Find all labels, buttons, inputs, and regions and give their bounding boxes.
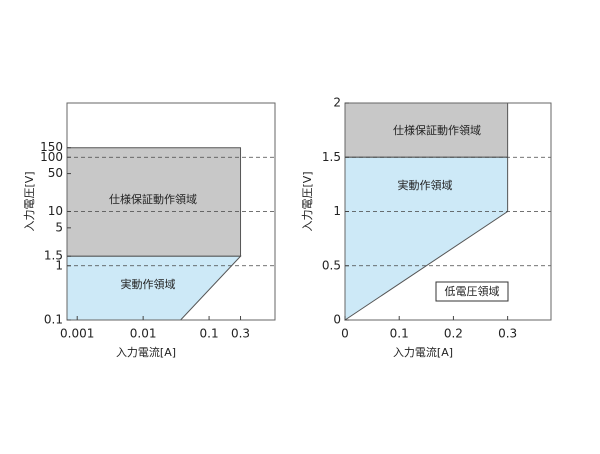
y-tick-label: 10 (48, 204, 63, 218)
x-tick-label: 0.001 (60, 327, 94, 341)
y-tick-label: 1.5 (322, 150, 341, 164)
region-label: 実動作領域 (121, 277, 176, 291)
x-tick-label: 0.2 (444, 327, 463, 341)
region-label: 実動作領域 (398, 178, 453, 192)
x-tick-label: 0.1 (200, 327, 219, 341)
region-label: 仕様保証動作領域 (109, 192, 197, 206)
y-tick-label: 1 (55, 258, 63, 272)
y-tick-label: 0.5 (322, 258, 341, 272)
annotation-box (435, 281, 509, 302)
x-tick-label: 0.1 (390, 327, 409, 341)
y-tick-label: 1.5 (44, 249, 63, 263)
x-tick-label: 0 (341, 327, 349, 341)
y-tick-label: 50 (48, 166, 63, 180)
y-tick-label: 1 (333, 204, 341, 218)
y-axis-label: 入力電圧[V] (301, 171, 314, 231)
y-tick-label: 0 (333, 313, 341, 327)
y-tick-label: 150 (40, 140, 63, 154)
y-tick-label: 5 (55, 220, 63, 234)
x-tick-label: 0.3 (498, 327, 517, 341)
x-axis-label: 入力電流[A] (116, 345, 176, 359)
y-tick-label: 2 (333, 96, 341, 110)
region-label: 仕様保証動作領域 (393, 123, 481, 137)
x-tick-label: 0.01 (130, 327, 157, 341)
y-axis-label: 入力電圧[V] (23, 171, 36, 231)
y-tick-label: 0.1 (44, 313, 63, 327)
annotation: 低電圧領域 (445, 284, 500, 298)
y-tick-label: 100 (40, 150, 63, 164)
x-axis-label: 入力電流[A] (393, 345, 453, 359)
x-tick-label: 0.3 (231, 327, 250, 341)
